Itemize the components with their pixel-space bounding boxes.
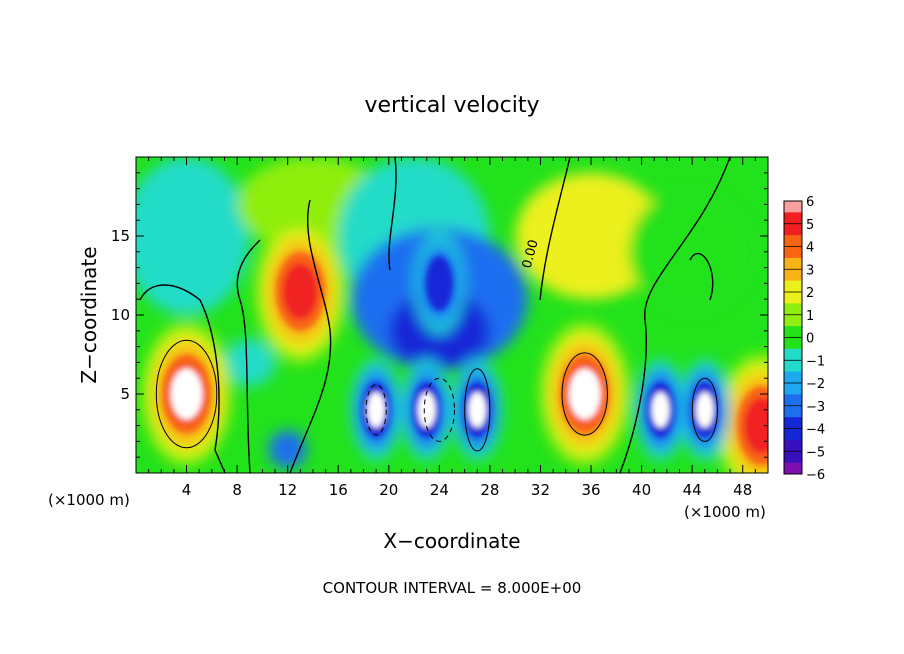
colorbar: 6 5 4 3 2 1 0 −1 −2 −3 −4 −5 −6 (783, 195, 825, 483)
velocity-cores (162, 252, 768, 465)
colorbar-band (784, 303, 802, 315)
updraft-core (744, 397, 768, 454)
field-region (515, 172, 667, 300)
downdraft-core (425, 256, 453, 311)
y-tick-label: 10 (111, 306, 130, 324)
x-tick-label: 4 (182, 481, 192, 499)
contour-interval-note: CONTOUR INTERVAL = 8.000E+00 (323, 579, 582, 597)
y-tick-label: 15 (111, 227, 130, 245)
x-tick-label: 48 (733, 481, 752, 499)
colorbar-label: 4 (806, 241, 814, 256)
x-tick-label: 32 (531, 481, 550, 499)
colorbar-band (784, 280, 802, 292)
colorbar-label: −2 (806, 377, 825, 392)
field-region (136, 157, 250, 315)
contour-negative-ring (365, 384, 387, 436)
x-tick-label: 24 (430, 481, 449, 499)
colorbar-band (784, 371, 802, 383)
colorbar-label: −1 (806, 354, 825, 369)
contour-label: 0.00 (520, 238, 542, 270)
updraft-core (282, 263, 318, 320)
colorbar-band (784, 212, 802, 224)
contour-zero-line (139, 284, 226, 473)
field-region (629, 188, 756, 315)
colorbar-band (784, 417, 802, 429)
contour-lines: 0.00 (139, 157, 731, 473)
x-unit-left: (×1000 m) (48, 491, 130, 509)
colorbar-band (784, 326, 802, 338)
y-axis-label: Z−coordinate (77, 246, 101, 383)
x-tick-label: 12 (278, 481, 297, 499)
downdraft-peak (651, 392, 670, 428)
colorbar-label: −5 (806, 445, 825, 460)
colorbar-band (784, 348, 802, 361)
colorbar-band (784, 462, 802, 474)
contour-ring (691, 377, 718, 442)
colorbar-label: 3 (806, 263, 814, 278)
contour-negative-ring (423, 377, 455, 442)
x-tick-label: 36 (581, 481, 600, 499)
field-region (224, 338, 275, 387)
contour-zero-line (539, 157, 571, 301)
x-tick-label: 40 (632, 481, 651, 499)
contour-zero-line (388, 157, 397, 271)
colorbar-label: −3 (806, 400, 825, 415)
updraft-peak (170, 368, 203, 420)
colorbar-label: −4 (806, 423, 825, 438)
x-tick-label: 16 (329, 481, 348, 499)
x-tick-label: 28 (480, 481, 499, 499)
colorbar-band (784, 235, 802, 247)
x-axis-ticks: 4 8 12 16 20 24 28 32 36 40 44 48 (148, 157, 756, 499)
x-tick-label: 44 (683, 481, 702, 499)
downdraft-peak (695, 392, 714, 428)
downdraft-peak (367, 392, 385, 428)
downdraft-peak (417, 392, 436, 428)
contour-zero-line (236, 239, 261, 473)
x-axis-label: X−coordinate (383, 529, 520, 553)
plot-area: 0.00 (136, 157, 768, 473)
y-tick-label: 5 (120, 385, 130, 403)
x-tick-label: 8 (232, 481, 242, 499)
colorbar-label: 6 (806, 195, 814, 210)
colorbar-band (784, 439, 802, 452)
x-unit-right: (×1000 m) (684, 503, 766, 521)
contour-ring (464, 368, 491, 452)
colorbar-label: −6 (806, 468, 825, 483)
colorbar-label: 0 (806, 332, 814, 347)
x-tick-label: 20 (379, 481, 398, 499)
contour-zero-line (689, 252, 714, 301)
updraft-peak (568, 368, 601, 420)
contour-zero-line (289, 199, 332, 473)
contour-zero-line (619, 157, 731, 473)
field-region (268, 430, 307, 469)
colorbar-label: 1 (806, 309, 814, 324)
downdraft-peak (468, 392, 487, 428)
colorbar-label: 2 (806, 286, 814, 301)
y-axis-ticks: 5 10 15 (111, 172, 768, 458)
colorbar-label: 5 (806, 218, 814, 233)
colorbar-band (784, 394, 802, 406)
contour-ring (561, 352, 608, 436)
contour-ring (155, 339, 218, 449)
chart-title: vertical velocity (364, 93, 539, 118)
colorbar-band (784, 257, 802, 270)
